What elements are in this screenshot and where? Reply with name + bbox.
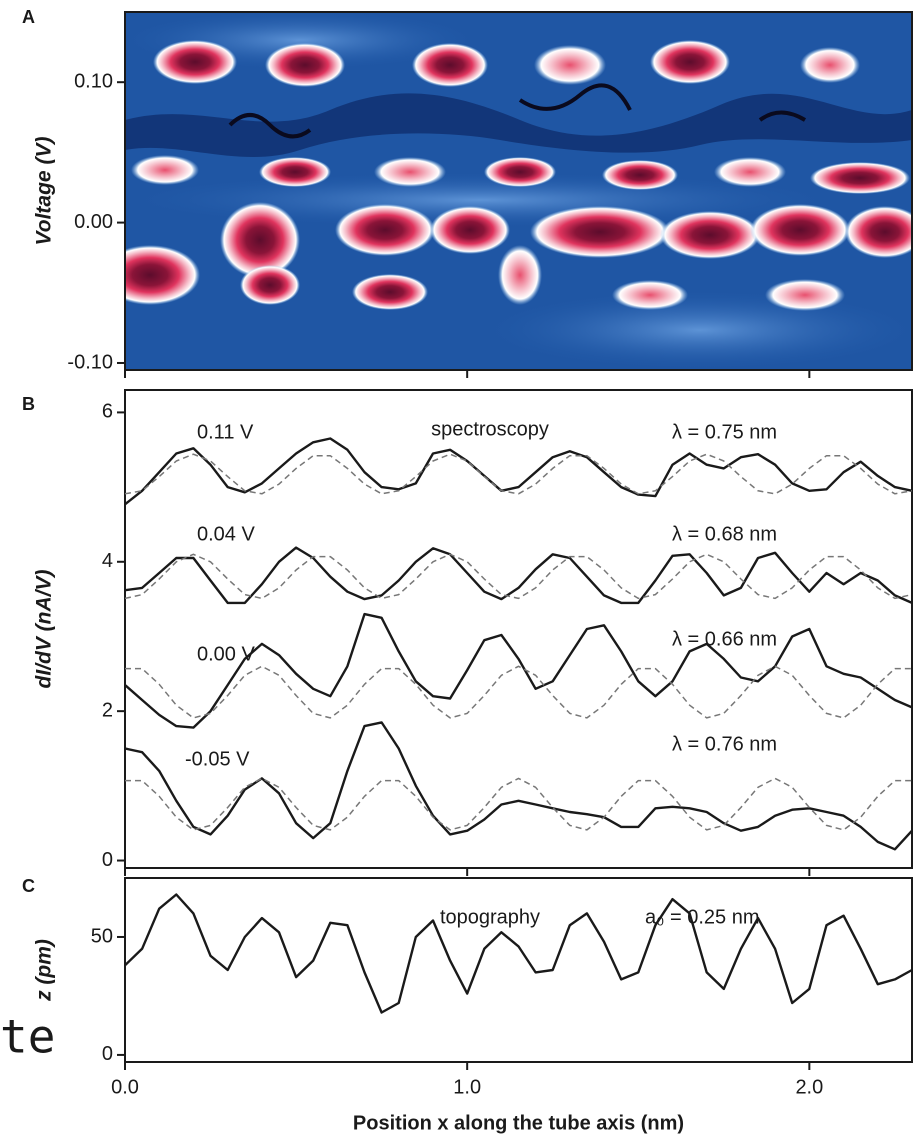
y-tick-label: 50 — [91, 925, 113, 947]
y-axis-title: Voltage (V) — [33, 137, 56, 246]
y-tick-label: 0 — [102, 1043, 113, 1065]
data-line — [124, 612, 913, 729]
annotation: spectroscopy — [431, 418, 549, 440]
heatmap — [125, 12, 912, 370]
x-tick-label: 1.0 — [453, 1076, 481, 1098]
y-tick-label: -0.10 — [67, 351, 113, 373]
panel-label: B — [22, 394, 35, 414]
x-tick-label: 2.0 — [795, 1076, 823, 1098]
y-tick-label: 6 — [102, 401, 113, 423]
y-tick-label: 4 — [102, 550, 113, 572]
y-axis-title: z (pm) — [33, 939, 56, 1002]
fit-line — [125, 777, 912, 831]
y-tick-label: 2 — [102, 699, 113, 721]
y-tick-label: 0 — [102, 849, 113, 871]
panel-label: C — [22, 876, 35, 896]
y-tick-label: 0.00 — [74, 211, 113, 233]
wavelength-label: λ = 0.68 nm — [672, 523, 777, 545]
data-line — [124, 546, 913, 605]
series-label: 0.00 V — [197, 643, 255, 665]
series-label: 0.11 V — [197, 421, 254, 443]
plot-frame — [124, 11, 913, 371]
x-tick-label: 0.0 — [111, 1076, 139, 1098]
data-line — [124, 437, 913, 506]
fit-line — [125, 665, 912, 719]
plot-frame — [124, 389, 913, 869]
data-line — [124, 893, 913, 1014]
series-label: -0.05 V — [185, 748, 250, 770]
wavelength-label: λ = 0.66 nm — [672, 628, 777, 650]
x-axis-title: Position x along the tube axis (nm) — [353, 1112, 684, 1134]
edge-text: te — [0, 1010, 55, 1064]
series-label: 0.04 V — [197, 523, 255, 545]
panel-label: A — [22, 7, 35, 27]
y-tick-label: 0.10 — [74, 70, 113, 92]
fit-line — [124, 553, 913, 600]
annotation: a₀ = 0.25 nm — [645, 906, 759, 928]
y-axis-title: dI/dV (nA/V) — [33, 570, 56, 689]
wavelength-label: λ = 0.75 nm — [672, 421, 777, 443]
fit-line — [124, 453, 913, 495]
annotation: topography — [440, 906, 540, 928]
wavelength-label: λ = 0.76 nm — [672, 733, 777, 755]
